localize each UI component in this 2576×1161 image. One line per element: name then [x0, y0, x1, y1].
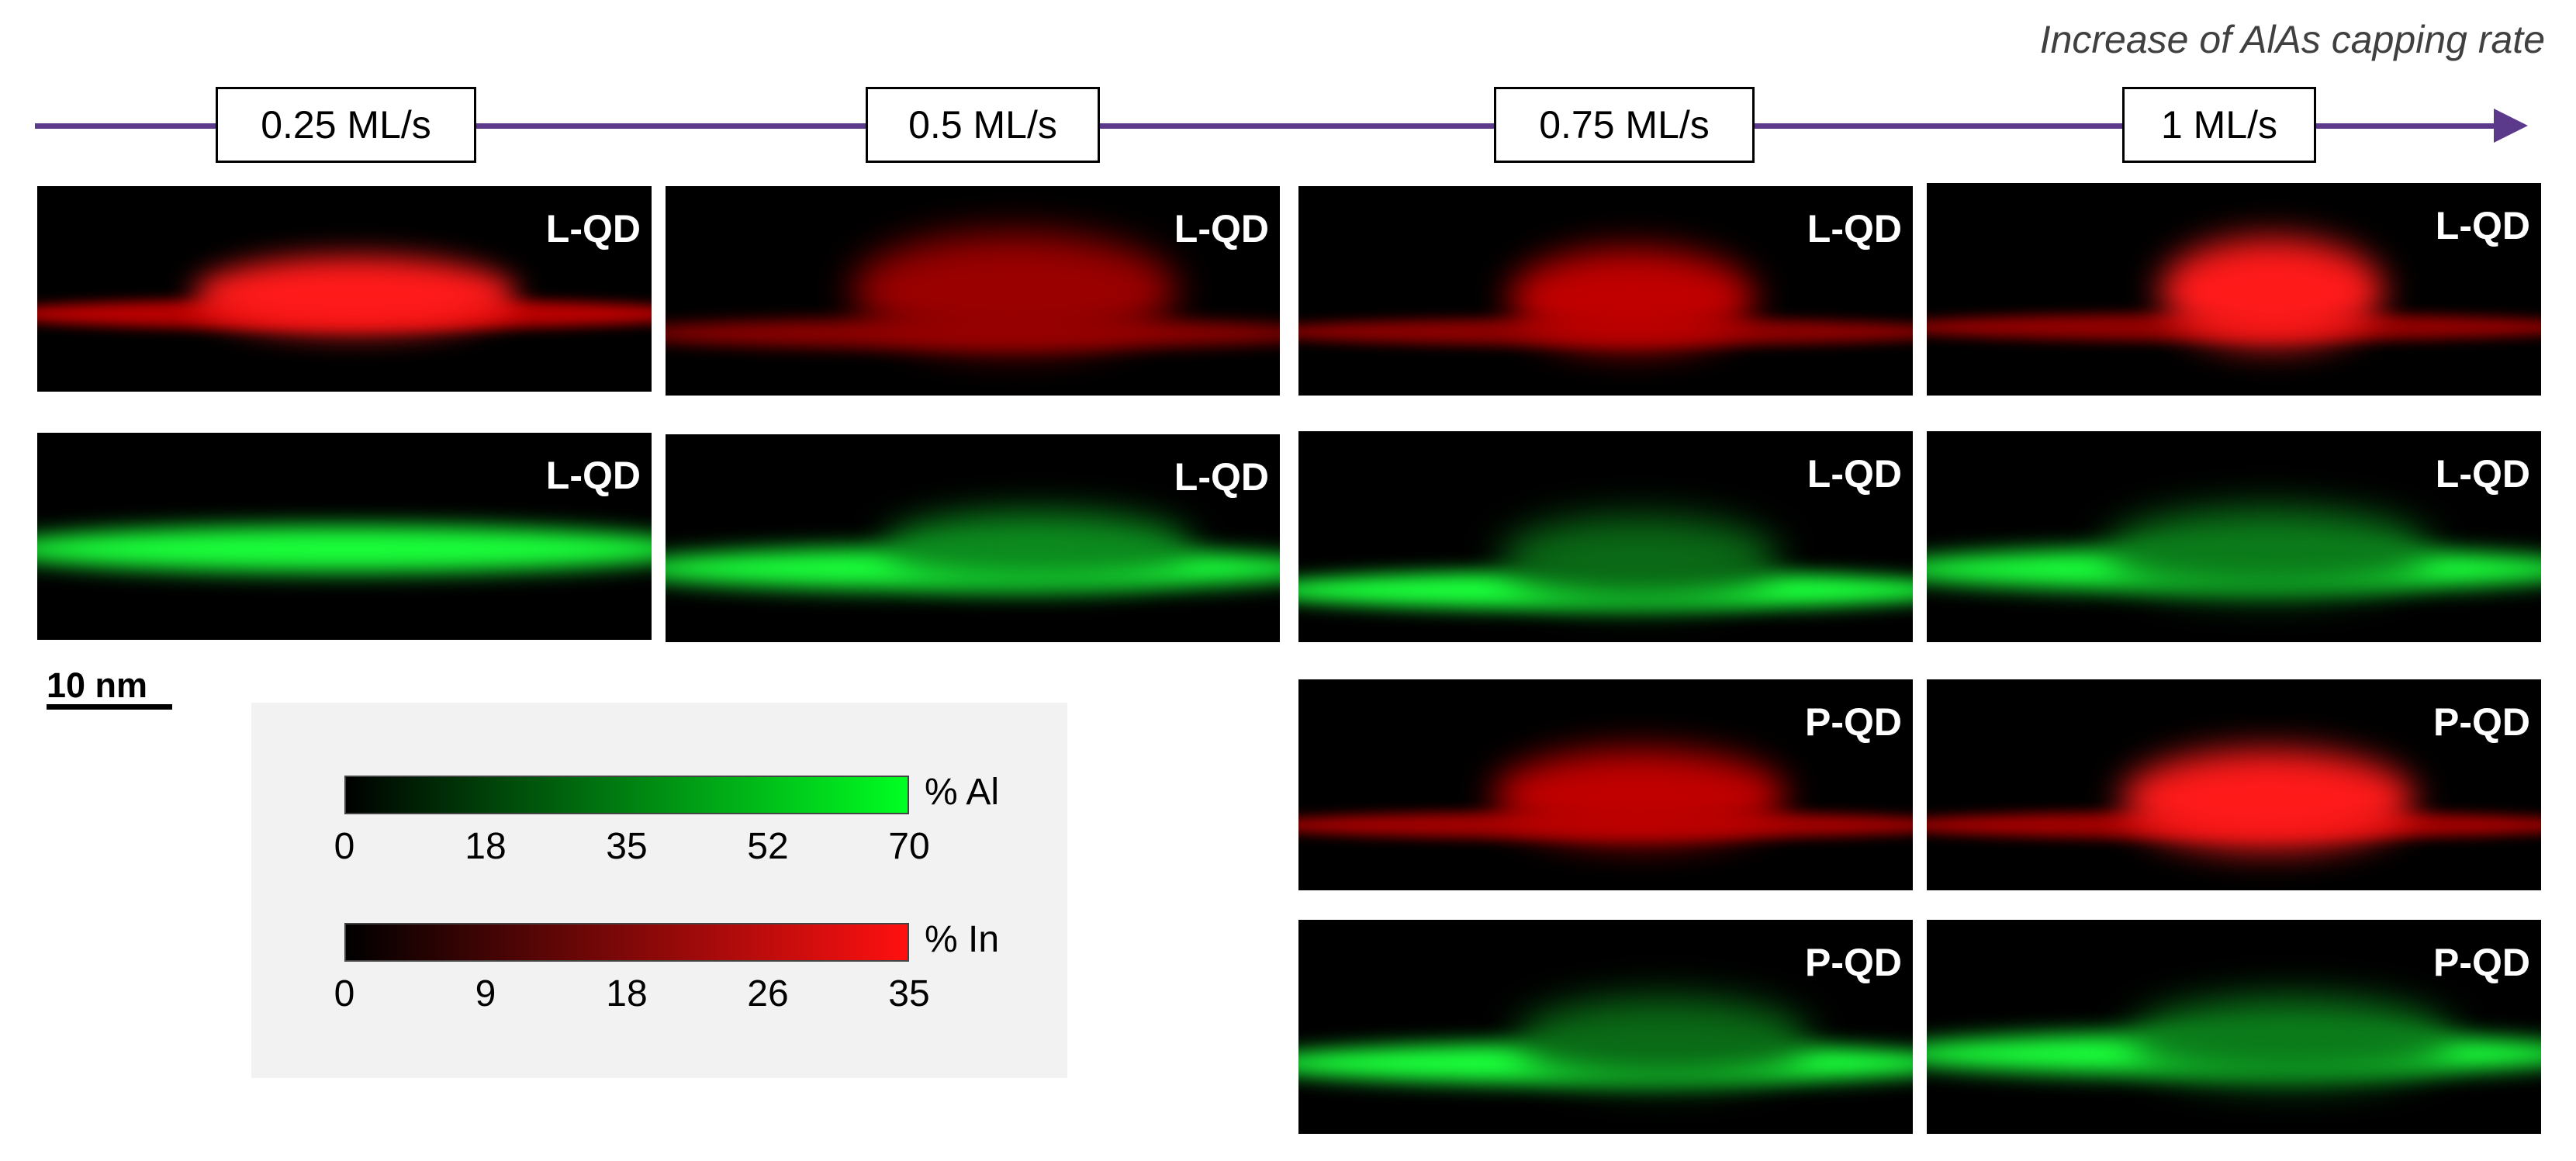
- al-tick: 0: [334, 826, 355, 867]
- qd-type-label: P-QD: [2433, 700, 2530, 744]
- al-tick: 18: [465, 826, 507, 867]
- qd-type-label: L-QD: [1807, 452, 1902, 496]
- qd-type-label: L-QD: [545, 454, 641, 497]
- al-colorbar-unit: % Al: [925, 772, 1000, 813]
- map-in-0-25: L-QD: [37, 186, 652, 392]
- in-tick: 26: [747, 973, 789, 1014]
- map-al-pqd-0-75: P-QD: [1298, 920, 1913, 1134]
- in-colorbar-unit: % In: [925, 919, 1000, 960]
- scale-bar-label: 10 nm: [47, 665, 148, 705]
- qd-type-label: L-QD: [1174, 455, 1269, 499]
- qd-type-label: P-QD: [2433, 941, 2530, 984]
- rate-box-2: 0.5 ML/s: [866, 87, 1100, 163]
- capping-rate-axis-line: [35, 123, 2498, 129]
- qd-type-label: L-QD: [1807, 207, 1902, 251]
- axis-arrow-icon: [2494, 109, 2528, 143]
- in-colorbar: [344, 923, 909, 962]
- map-in-1: L-QD: [1927, 183, 2541, 396]
- map-al-0-75: L-QD: [1298, 431, 1913, 642]
- map-al-0-5: L-QD: [666, 434, 1280, 642]
- in-tick: 18: [606, 973, 648, 1014]
- map-in-0-5: L-QD: [666, 186, 1280, 396]
- map-al-0-25: L-QD: [37, 433, 652, 640]
- al-tick: 52: [747, 826, 789, 867]
- in-tick: 9: [475, 973, 496, 1014]
- qd-type-label: L-QD: [2435, 452, 2530, 496]
- qd-type-label: P-QD: [1805, 700, 1902, 744]
- al-tick: 35: [606, 826, 648, 867]
- map-in-0-75: L-QD: [1298, 186, 1913, 396]
- rate-box-4: 1 ML/s: [2122, 87, 2316, 163]
- map-al-1: L-QD: [1927, 431, 2541, 642]
- rate-box-1: 0.25 ML/s: [216, 87, 476, 163]
- in-tick: 35: [888, 973, 930, 1014]
- rate-box-3: 0.75 ML/s: [1494, 87, 1755, 163]
- qd-type-label: L-QD: [1174, 207, 1269, 251]
- axis-title: Increase of AlAs capping rate: [2039, 18, 2545, 61]
- al-tick: 70: [888, 826, 930, 867]
- in-tick: 0: [334, 973, 355, 1014]
- colorbar-legend: % Al 0 18 35 52 70 % In 0 9 18 26 35: [251, 703, 1067, 1078]
- map-in-pqd-1: P-QD: [1927, 679, 2541, 890]
- qd-type-label: L-QD: [545, 207, 641, 251]
- al-colorbar: [344, 776, 909, 814]
- map-in-pqd-0-75: P-QD: [1298, 679, 1913, 890]
- qd-type-label: P-QD: [1805, 941, 1902, 984]
- qd-type-label: L-QD: [2435, 204, 2530, 247]
- scale-bar-line: [47, 704, 172, 710]
- map-al-pqd-1: P-QD: [1927, 920, 2541, 1134]
